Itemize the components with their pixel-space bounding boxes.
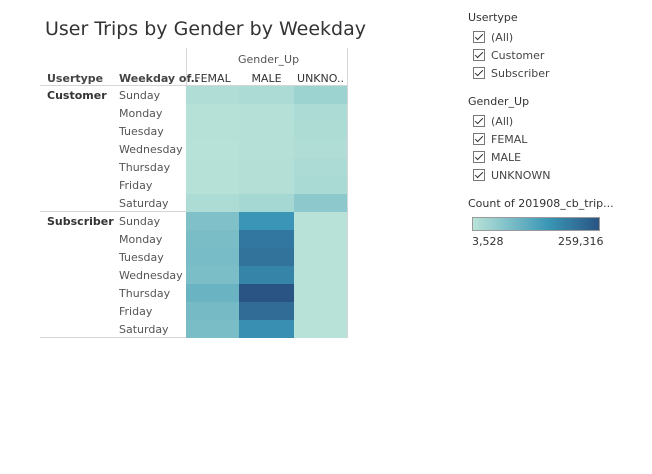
column-header-unknown: UNKNO.. (297, 72, 344, 85)
filter-option-customer[interactable]: Customer (468, 46, 550, 64)
column-group-header: Gender_Up (238, 53, 300, 66)
weekday-label: Sunday (119, 89, 161, 102)
filter-option-subscriber[interactable]: Subscriber (468, 64, 550, 82)
legend-min-label: 3,528 (472, 235, 504, 248)
heatmap-cell[interactable] (186, 212, 239, 230)
heatmap-cell[interactable] (294, 140, 347, 158)
heatmap-cell[interactable] (294, 104, 347, 122)
heatmap-cell[interactable] (239, 320, 294, 338)
heatmap-cell[interactable] (186, 194, 239, 212)
checkbox-icon[interactable] (473, 169, 485, 181)
weekday-label: Saturday (119, 197, 169, 210)
gender-filter: Gender_Up (All) FEMAL MALE UNKNOWN (468, 95, 551, 184)
heatmap-cell[interactable] (294, 266, 347, 284)
heatmap-cell[interactable] (186, 140, 239, 158)
weekday-label: Thursday (119, 287, 171, 300)
heatmap-cell[interactable] (294, 302, 347, 320)
heatmap-cell[interactable] (239, 266, 294, 284)
heatmap-cell[interactable] (239, 248, 294, 266)
weekday-header: Weekday of.. (119, 72, 200, 85)
weekday-label: Sunday (119, 215, 161, 228)
usertype-filter-title: Usertype (468, 11, 518, 24)
legend-title: Count of 201908_cb_trip... (468, 197, 614, 210)
filter-option-all[interactable]: (All) (468, 112, 551, 130)
filter-option-femal[interactable]: FEMAL (468, 130, 551, 148)
heatmap-cell[interactable] (239, 284, 294, 302)
heatmap-cell[interactable] (294, 158, 347, 176)
heatmap-cell[interactable] (239, 140, 294, 158)
heatmap-cell[interactable] (294, 176, 347, 194)
header-divider-left (186, 48, 187, 85)
group-label-subscriber: Subscriber (47, 215, 114, 228)
filter-option-male[interactable]: MALE (468, 148, 551, 166)
heatmap-cell[interactable] (186, 230, 239, 248)
weekday-label: Tuesday (119, 125, 164, 138)
heatmap-cell[interactable] (186, 248, 239, 266)
weekday-label: Friday (119, 179, 153, 192)
heatmap-cell[interactable] (186, 176, 239, 194)
group-label-customer: Customer (47, 89, 107, 102)
checkbox-icon[interactable] (473, 115, 485, 127)
header-divider-bottom (40, 85, 348, 86)
heatmap-cell[interactable] (294, 230, 347, 248)
heatmap-cell[interactable] (186, 122, 239, 140)
heatmap-cell[interactable] (239, 104, 294, 122)
heatmap-cell[interactable] (294, 320, 347, 338)
heatmap-cell[interactable] (186, 266, 239, 284)
weekday-label: Tuesday (119, 251, 164, 264)
heatmap-cell[interactable] (239, 122, 294, 140)
heatmap-cell[interactable] (294, 194, 347, 212)
heatmap-cell[interactable] (294, 212, 347, 230)
column-header-male: MALE (251, 72, 282, 85)
weekday-label: Saturday (119, 323, 169, 336)
table-border-right (347, 48, 348, 338)
heatmap-cell[interactable] (294, 248, 347, 266)
heatmap-cell[interactable] (186, 86, 239, 104)
color-legend-bar (472, 217, 600, 231)
heatmap-cell[interactable] (186, 320, 239, 338)
filter-option-unknown[interactable]: UNKNOWN (468, 166, 551, 184)
gender-filter-title: Gender_Up (468, 95, 530, 108)
heatmap-cell[interactable] (239, 302, 294, 320)
heatmap-cell[interactable] (239, 212, 294, 230)
heatmap-cell[interactable] (239, 230, 294, 248)
weekday-label: Thursday (119, 161, 171, 174)
checkbox-icon[interactable] (473, 151, 485, 163)
column-header-femal: FEMAL (194, 72, 231, 85)
heatmap-cell[interactable] (294, 122, 347, 140)
heatmap-cell[interactable] (186, 284, 239, 302)
heatmap-cell[interactable] (239, 194, 294, 212)
color-legend: Count of 201908_cb_trip... (468, 197, 614, 214)
heatmap-cell[interactable] (239, 86, 294, 104)
chart-title: User Trips by Gender by Weekday (45, 18, 366, 40)
heatmap-cell[interactable] (239, 158, 294, 176)
heatmap-cell[interactable] (186, 302, 239, 320)
usertype-filter: Usertype (All) Customer Subscriber (468, 11, 550, 82)
weekday-label: Wednesday (119, 143, 183, 156)
weekday-label: Monday (119, 233, 163, 246)
legend-max-label: 259,316 (558, 235, 604, 248)
usertype-header: Usertype (47, 72, 104, 85)
checkbox-icon[interactable] (473, 133, 485, 145)
heatmap-cell[interactable] (186, 104, 239, 122)
checkbox-icon[interactable] (473, 49, 485, 61)
heatmap-cell[interactable] (294, 284, 347, 302)
checkbox-icon[interactable] (473, 31, 485, 43)
weekday-label: Monday (119, 107, 163, 120)
weekday-label: Wednesday (119, 269, 183, 282)
checkbox-icon[interactable] (473, 67, 485, 79)
weekday-label: Friday (119, 305, 153, 318)
heatmap-cell[interactable] (239, 176, 294, 194)
heatmap-cell[interactable] (294, 86, 347, 104)
filter-option-all[interactable]: (All) (468, 28, 550, 46)
heatmap-cell[interactable] (186, 158, 239, 176)
